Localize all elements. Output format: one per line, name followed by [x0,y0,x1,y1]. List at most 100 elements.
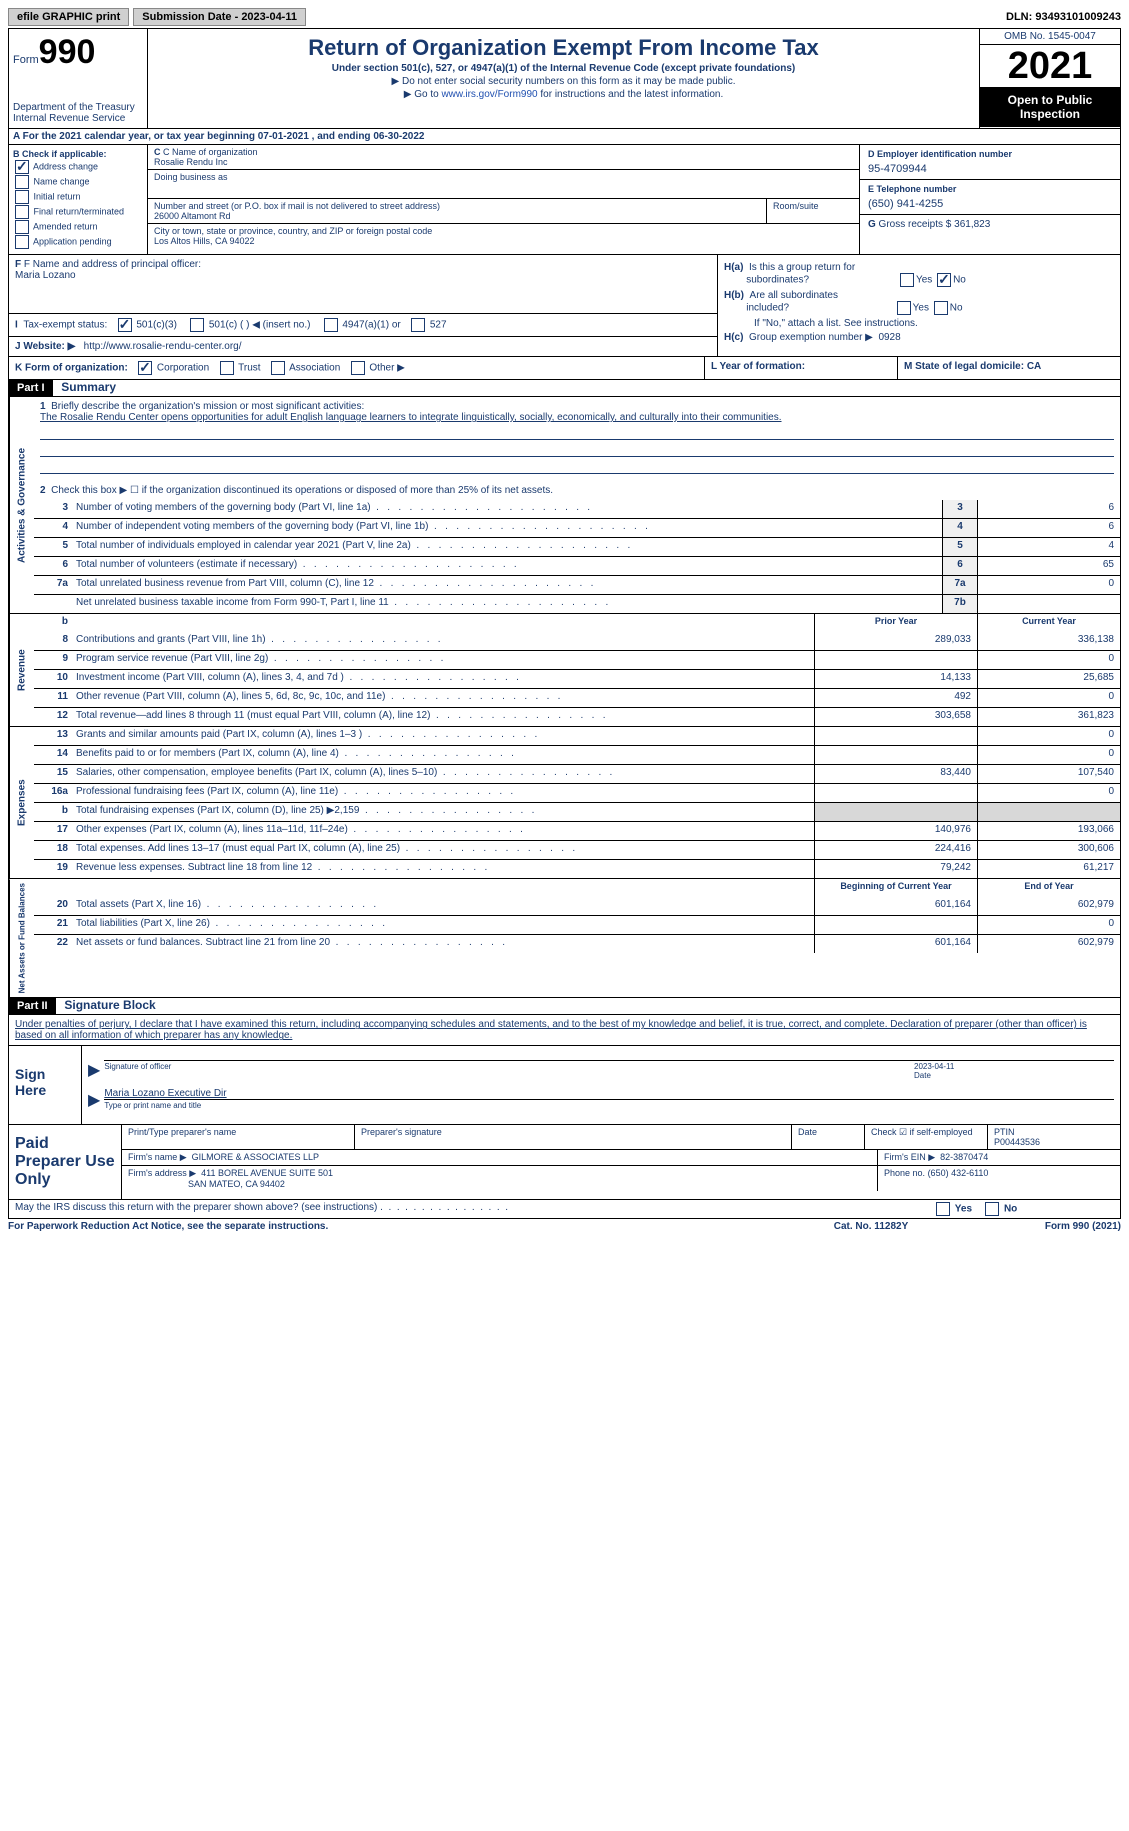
table-row: 11 Other revenue (Part VIII, column (A),… [34,688,1120,707]
note-ssn: ▶ Do not enter social security numbers o… [156,76,971,87]
net-assets-section: Net Assets or Fund Balances Beginning of… [8,879,1121,998]
check-501c[interactable] [190,318,204,332]
line-b-num: b [34,614,72,632]
firm-addr-cell: Firm's address ▶ 411 BOREL AVENUE SUITE … [122,1166,878,1191]
officer-printed-name: Maria Lozano Executive Dir [104,1088,1114,1099]
ptin-cell: PTINP00443536 [988,1125,1120,1149]
check-final-return[interactable] [15,205,29,219]
paperwork-notice: For Paperwork Reduction Act Notice, see … [8,1221,771,1232]
current-year-header: Current Year [977,614,1120,632]
hb-yes[interactable] [897,301,911,315]
check-501c3[interactable] [118,318,132,332]
check-address-change[interactable] [15,160,29,174]
firm-ein-cell: Firm's EIN ▶ 82-3870474 [878,1150,1120,1165]
table-row: 8 Contributions and grants (Part VIII, l… [34,632,1120,650]
table-row: 10 Investment income (Part VIII, column … [34,669,1120,688]
m-label: M State of legal domicile: CA [904,361,1041,372]
check-other[interactable] [351,361,365,375]
mission-text: The Rosalie Rendu Center opens opportuni… [40,412,782,423]
activities-governance-section: Activities & Governance 1 Briefly descri… [8,397,1121,614]
street-address: 26000 Altamont Rd [154,211,760,221]
check-association[interactable] [271,361,285,375]
table-row: 3 Number of voting members of the govern… [34,500,1120,518]
sig-date-field: 2023-04-11Date [914,1060,1114,1080]
cat-number: Cat. No. 11282Y [771,1221,971,1232]
j-label: J Website: ▶ [15,341,75,352]
org-name: Rosalie Rendu Inc [154,157,853,167]
may-irs-yes[interactable] [936,1202,950,1216]
part1-header: Part I [9,380,53,396]
omb-number: OMB No. 1545-0047 [980,29,1120,45]
irs-link[interactable]: www.irs.gov/Form990 [441,89,537,100]
paid-preparer-block: Paid Preparer Use Only Print/Type prepar… [8,1125,1121,1200]
note-goto: ▶ Go to www.irs.gov/Form990 for instruct… [156,89,971,100]
part2-title: Signature Block [58,996,161,1014]
dba-label: Doing business as [154,172,853,182]
tax-year: 2021 [980,45,1120,87]
prior-year-header: Prior Year [814,614,977,632]
may-irs-discuss: May the IRS discuss this return with the… [8,1200,1121,1219]
check-initial-return[interactable] [15,190,29,204]
f-label: F F Name and address of principal office… [15,259,711,270]
line1-label: Briefly describe the organization's miss… [51,401,364,412]
vert-revenue: Revenue [9,614,34,726]
ha-no[interactable] [937,273,951,287]
table-row: 14 Benefits paid to or for members (Part… [34,745,1120,764]
ha-yes[interactable] [900,273,914,287]
check-trust[interactable] [220,361,234,375]
form-header: Form990 Department of the Treasury Inter… [8,28,1121,129]
hb-no[interactable] [934,301,948,315]
check-corporation[interactable] [138,361,152,375]
end-year-header: End of Year [977,879,1120,897]
phone-value: (650) 941-4255 [868,194,1112,210]
hc-line: H(c) Group exemption number ▶ 0928 [724,332,1114,343]
prep-date-label: Date [792,1125,865,1149]
dln-text: DLN: 93493101009243 [1006,11,1121,23]
may-irs-no[interactable] [985,1202,999,1216]
check-527[interactable] [411,318,425,332]
check-amended[interactable] [15,220,29,234]
l-label: L Year of formation: [711,361,805,372]
prep-sig-label: Preparer's signature [355,1125,792,1149]
vert-expenses: Expenses [9,727,34,878]
section-b: B Check if applicable: Address change Na… [8,145,1121,255]
submission-button[interactable]: Submission Date - 2023-04-11 [133,8,306,26]
check-4947[interactable] [324,318,338,332]
form-number: 990 [39,33,96,71]
form-label: Form [13,54,39,66]
firm-name-cell: Firm's name ▶ GILMORE & ASSOCIATES LLP [122,1150,878,1165]
hb-line: H(b) Are all subordinates included? Yes … [724,290,1114,315]
irs-label: Internal Revenue Service [13,113,143,124]
efile-button[interactable]: efile GRAPHIC print [8,8,129,26]
c-label: C C Name of organization [154,147,853,157]
table-row: 17 Other expenses (Part IX, column (A), … [34,821,1120,840]
table-row: 19 Revenue less expenses. Subtract line … [34,859,1120,878]
gross-receipts: 361,823 [954,219,990,230]
table-row: 12 Total revenue—add lines 8 through 11 … [34,707,1120,726]
table-row: 6 Total number of volunteers (estimate i… [34,556,1120,575]
table-row: 4 Number of independent voting members o… [34,518,1120,537]
bottom-footer: For Paperwork Reduction Act Notice, see … [8,1221,1121,1232]
type-name-label: Type or print name and title [104,1099,1114,1110]
part1-title: Summary [55,378,122,396]
firm-phone-cell: Phone no. (650) 432-6110 [878,1166,1120,1191]
line2-text: Check this box ▶ ☐ if the organization d… [51,485,553,496]
check-application-pending[interactable] [15,235,29,249]
signature-block: Under penalties of perjury, I declare th… [8,1015,1121,1125]
city-state-zip: Los Altos Hills, CA 94022 [154,236,853,246]
expenses-section: Expenses 13 Grants and similar amounts p… [8,727,1121,879]
e-label: E Telephone number [868,184,1112,194]
table-row: 21 Total liabilities (Part X, line 26) .… [34,915,1120,934]
city-label: City or town, state or province, country… [154,226,853,236]
sig-arrow-icon-2: ▶ [88,1090,100,1110]
table-row: 9 Program service revenue (Part VIII, li… [34,650,1120,669]
vert-activities: Activities & Governance [9,397,34,613]
row-k: K Form of organization: Corporation Trus… [8,357,1121,380]
check-self-employed: Check ☑ if self-employed [865,1125,988,1149]
i-label: I [15,320,18,331]
table-row: 15 Salaries, other compensation, employe… [34,764,1120,783]
paid-preparer-label: Paid Preparer Use Only [9,1125,122,1199]
print-name-label: Print/Type preparer's name [122,1125,355,1149]
check-name-change[interactable] [15,175,29,189]
vert-netassets: Net Assets or Fund Balances [9,879,34,997]
